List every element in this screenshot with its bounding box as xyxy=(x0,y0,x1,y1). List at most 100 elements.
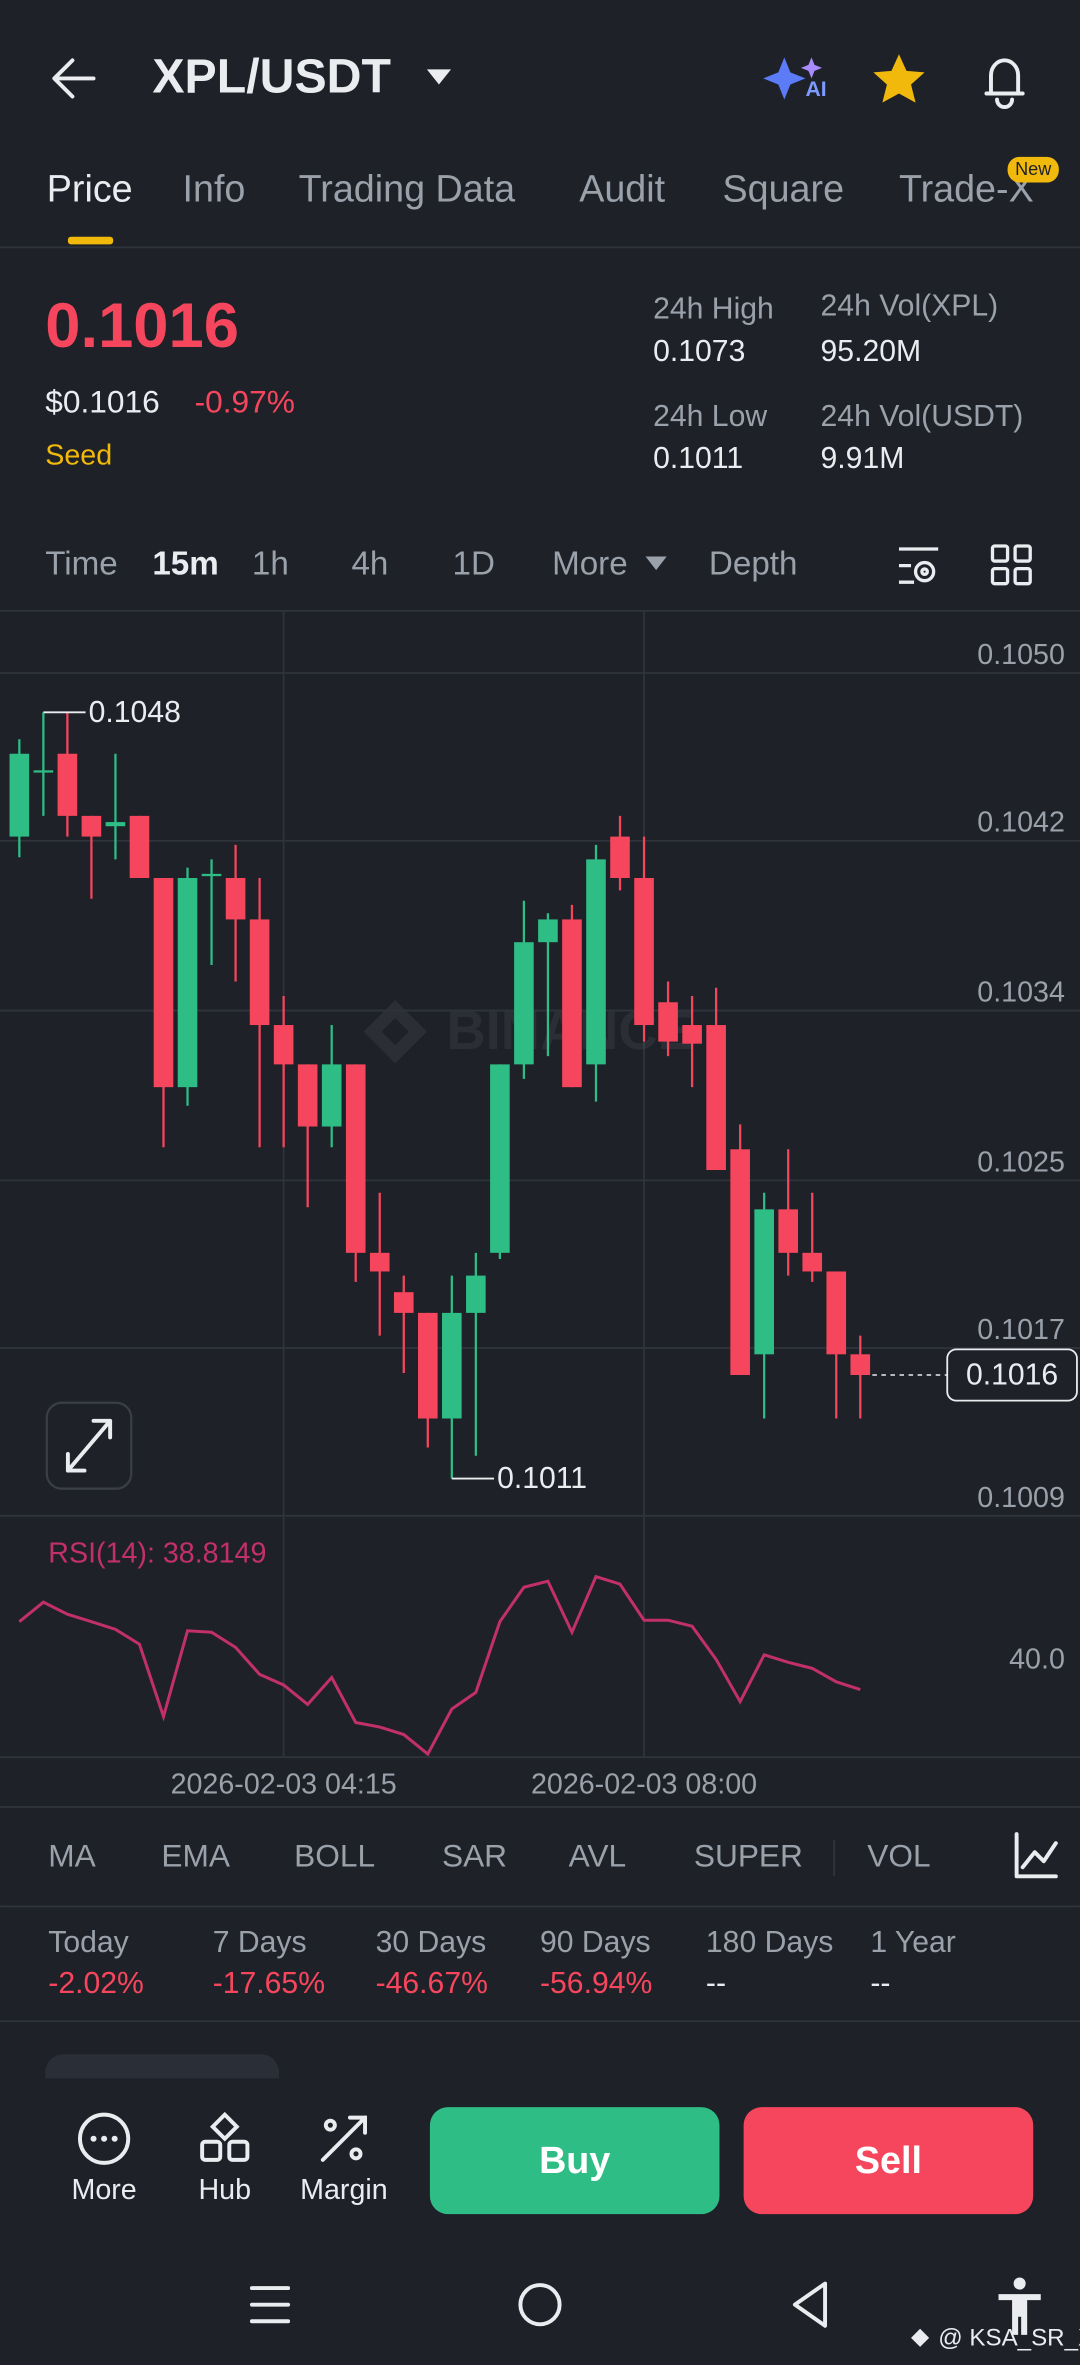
buy-label[interactable]: Buy xyxy=(539,2139,610,2181)
indicator[interactable]: BOLL xyxy=(294,1838,375,1874)
y-tick-label: 0.1017 xyxy=(977,1314,1065,1346)
action-label[interactable]: More xyxy=(71,2174,136,2206)
indicator[interactable]: VOL xyxy=(867,1838,930,1874)
ai-button[interactable]: AI xyxy=(763,57,827,101)
period-change: -- xyxy=(706,1967,726,2000)
period-label: 1 Year xyxy=(870,1926,956,1959)
x-tick-label: 2026-02-03 04:15 xyxy=(171,1768,397,1800)
indicator[interactable]: EMA xyxy=(161,1838,230,1874)
candle-body xyxy=(249,919,270,1026)
candle-body xyxy=(369,1252,390,1272)
last-price-label: 0.1016 xyxy=(966,1358,1058,1391)
rsi-title: RSI(14): 38.8149 xyxy=(48,1538,266,1570)
interval[interactable]: 15m xyxy=(152,545,218,582)
y-tick-label: 0.1009 xyxy=(977,1482,1065,1514)
layout-button[interactable] xyxy=(990,544,1032,586)
period-label: 180 Days xyxy=(706,1926,833,1959)
more-caret[interactable] xyxy=(645,556,667,571)
candle-body xyxy=(153,878,174,1088)
interval[interactable]: Time xyxy=(45,545,117,582)
candle-body xyxy=(802,1252,823,1272)
action-label[interactable]: Margin xyxy=(300,2174,388,2206)
candle-body xyxy=(490,1064,510,1253)
stat-value: 95.20M xyxy=(821,335,922,368)
candle-body xyxy=(514,942,534,1065)
tab[interactable]: Trading Data xyxy=(299,168,516,210)
y-tick-label: 0.1042 xyxy=(977,807,1065,839)
indicator[interactable]: MA xyxy=(48,1838,96,1874)
tab[interactable]: Square xyxy=(723,168,845,210)
hub-icon[interactable] xyxy=(200,2111,250,2162)
x-tick-label: 2026-02-03 08:00 xyxy=(531,1768,757,1800)
watermark-logo xyxy=(911,2328,930,2347)
performance: Today -2.02% 7 Days -17.65% 30 Days -46.67% 90… xyxy=(48,1926,956,2000)
candle-body xyxy=(634,878,654,1026)
candle-body xyxy=(538,919,558,943)
candle-body xyxy=(562,919,582,1088)
period-change: -56.94% xyxy=(540,1967,652,2000)
margin-icon[interactable] xyxy=(320,2115,367,2162)
low-annotation: 0.1011 xyxy=(497,1462,587,1495)
stat-value: 9.91M xyxy=(821,442,905,475)
interval[interactable]: 1D xyxy=(453,545,495,582)
candle-body xyxy=(345,1064,366,1253)
sell-button[interactable] xyxy=(743,2107,1034,2215)
stat-label: 24h Low xyxy=(653,400,767,433)
tab[interactable]: Audit xyxy=(579,168,665,210)
watermark: @ KSA_SR_X xyxy=(938,2325,1080,2352)
last-price-box xyxy=(946,1348,1078,1402)
stat-label: 24h High xyxy=(653,293,774,326)
candle-body xyxy=(273,1025,294,1065)
rsi-line xyxy=(18,1574,861,1757)
back-button[interactable] xyxy=(52,58,96,99)
y-tick-label: 0.1034 xyxy=(977,977,1065,1009)
y-tick-label: 0.1025 xyxy=(977,1146,1065,1178)
candle-body xyxy=(33,770,54,773)
high-annotation: 0.1048 xyxy=(89,696,181,729)
favorite-button[interactable] xyxy=(873,54,925,103)
pair-dropdown[interactable] xyxy=(426,69,452,85)
y-tick-label: 0.1050 xyxy=(977,639,1065,671)
candle-body xyxy=(201,873,222,877)
buy-button[interactable] xyxy=(429,2107,720,2215)
candle-body xyxy=(442,1312,462,1419)
nav-home[interactable] xyxy=(518,2283,562,2327)
interval[interactable]: 4h xyxy=(351,545,388,582)
candle-body xyxy=(610,836,630,879)
interval[interactable]: 1h xyxy=(252,545,289,582)
accessibility-icon[interactable] xyxy=(998,2277,1041,2335)
svg-text:AI: AI xyxy=(805,78,826,101)
candle-body xyxy=(129,815,150,879)
period-label: 7 Days xyxy=(213,1926,307,1959)
indicator[interactable]: AVL xyxy=(569,1838,626,1874)
stat-label: 24h Vol(USDT) xyxy=(821,400,1024,433)
pair-title[interactable]: XPL/USDT xyxy=(152,50,391,104)
more-icon[interactable] xyxy=(78,2112,131,2165)
tab[interactable]: Price xyxy=(47,168,133,210)
action-label[interactable]: Hub xyxy=(198,2174,251,2206)
candle-body xyxy=(586,859,606,1065)
candle-body xyxy=(57,753,78,816)
candle-body xyxy=(466,1275,486,1313)
notifications-button[interactable] xyxy=(984,58,1025,109)
indicator[interactable]: SAR xyxy=(442,1838,507,1874)
fullscreen-icon[interactable] xyxy=(65,1418,113,1473)
candle-body xyxy=(778,1209,799,1253)
interval[interactable]: More xyxy=(552,545,628,582)
sell-label[interactable]: Sell xyxy=(855,2139,922,2181)
indicator[interactable]: SUPER xyxy=(694,1838,803,1874)
tab[interactable]: Info xyxy=(183,168,246,210)
interval[interactable]: Depth xyxy=(709,545,798,582)
nav-back[interactable] xyxy=(792,2281,828,2328)
period-label: Today xyxy=(48,1926,129,1959)
candle-body xyxy=(754,1209,774,1355)
price-change: -0.97% xyxy=(195,384,295,420)
candle-body xyxy=(730,1149,750,1376)
indicator-settings[interactable] xyxy=(1014,1832,1058,1879)
chart-settings-button[interactable] xyxy=(898,547,939,584)
last-price: 0.1016 xyxy=(45,291,239,361)
candle-body xyxy=(321,1064,342,1127)
nav-recents[interactable] xyxy=(249,2286,291,2324)
candle-body xyxy=(177,878,198,1088)
